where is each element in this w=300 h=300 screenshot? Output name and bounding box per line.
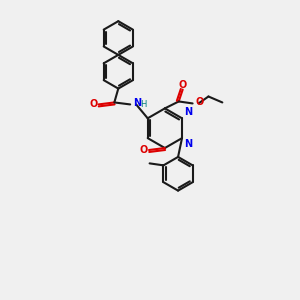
Text: O: O: [178, 80, 187, 90]
Text: O: O: [140, 145, 148, 155]
Text: N: N: [133, 98, 141, 108]
Text: O: O: [196, 98, 204, 107]
Text: O: O: [89, 99, 98, 110]
Text: H: H: [140, 100, 146, 109]
Text: N: N: [184, 139, 192, 149]
Text: N: N: [184, 107, 192, 117]
